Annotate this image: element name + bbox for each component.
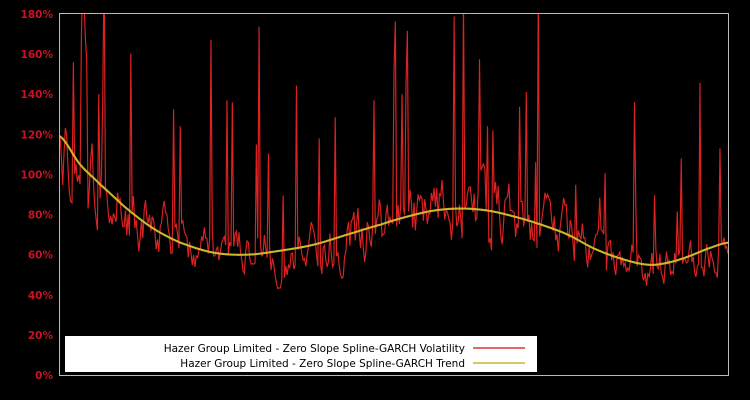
plot-frame (59, 13, 729, 376)
y-axis-tick-120: 120% (21, 129, 54, 141)
y-axis-tick-100: 100% (21, 169, 54, 181)
volatility-series-line (60, 14, 728, 290)
chart-legend[interactable]: Hazer Group Limited - Zero Slope Spline-… (65, 336, 537, 372)
trend-series-line (60, 135, 728, 266)
legend-label-trend: Hazer Group Limited - Zero Slope Spline-… (180, 358, 465, 370)
y-axis-tick-60: 60% (28, 250, 54, 262)
y-axis-tick-180: 180% (21, 9, 54, 21)
y-axis-tick-140: 140% (21, 89, 54, 101)
y-axis-tick-20: 20% (28, 330, 54, 342)
y-axis-tick-labels: 0% 20% 40% 60% 80% 100% 120% 140% 160% 180% (21, 9, 54, 382)
legend-label-volatility: Hazer Group Limited - Zero Slope Spline-… (164, 343, 465, 355)
legend-background (65, 336, 537, 372)
y-axis-tick-40: 40% (28, 290, 54, 302)
y-axis-tick-0: 0% (35, 370, 53, 382)
y-axis-tick-160: 160% (21, 49, 54, 61)
y-axis-tick-80: 80% (28, 210, 54, 222)
